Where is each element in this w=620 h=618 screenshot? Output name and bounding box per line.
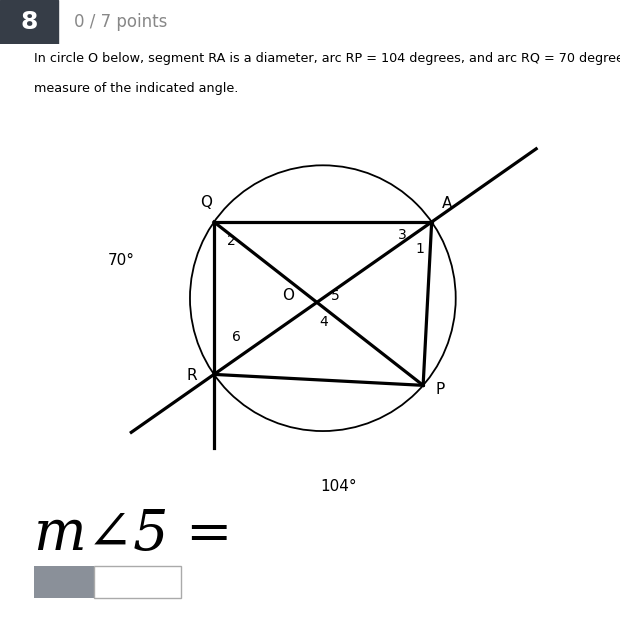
Text: 3: 3 [398,228,407,242]
Text: 104°: 104° [321,480,357,494]
Text: 2: 2 [227,234,236,248]
Bar [34,565,94,598]
Text: R: R [186,368,197,383]
Text: Q: Q [200,195,212,210]
Text: 1: 1 [415,242,424,256]
Text: 5: 5 [331,289,340,303]
Text: measure of the indicated angle.: measure of the indicated angle. [34,82,239,95]
Bar [94,565,181,598]
Text: 8: 8 [20,11,38,34]
Text: 0 / 7 points: 0 / 7 points [74,13,167,32]
Text: 70°: 70° [107,253,135,268]
Text: P: P [435,382,445,397]
Text: 4: 4 [319,315,328,329]
Text: O: O [282,288,294,303]
Text: In circle O below, segment RA is a diameter, arc RP = 104 degrees, and arc RQ = : In circle O below, segment RA is a diame… [34,52,620,65]
Text: 6: 6 [232,330,241,344]
Text: m∠5 =: m∠5 = [34,507,232,562]
Bar [0,0,58,44]
Text: A: A [442,197,453,211]
